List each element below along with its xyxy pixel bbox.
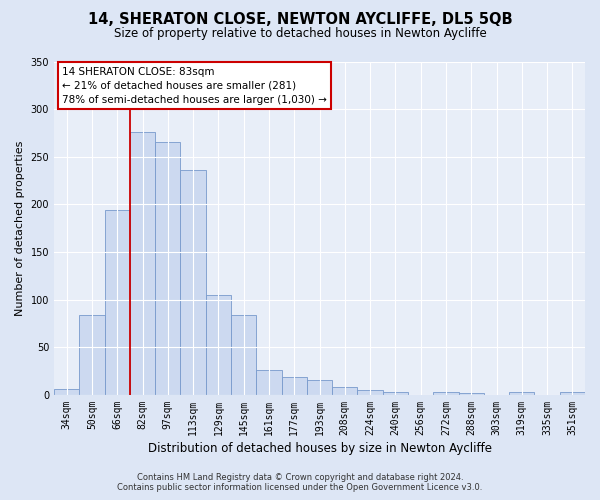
Bar xyxy=(307,380,332,395)
Bar xyxy=(206,295,231,395)
Text: 14, SHERATON CLOSE, NEWTON AYCLIFFE, DL5 5QB: 14, SHERATON CLOSE, NEWTON AYCLIFFE, DL5… xyxy=(88,12,512,28)
Bar xyxy=(433,392,458,395)
Y-axis label: Number of detached properties: Number of detached properties xyxy=(15,140,25,316)
Bar xyxy=(256,370,281,395)
Bar xyxy=(54,389,79,395)
X-axis label: Distribution of detached houses by size in Newton Aycliffe: Distribution of detached houses by size … xyxy=(148,442,491,455)
Bar xyxy=(281,377,307,395)
Bar xyxy=(509,392,535,395)
Bar xyxy=(130,132,155,395)
Bar xyxy=(155,142,181,395)
Text: Size of property relative to detached houses in Newton Aycliffe: Size of property relative to detached ho… xyxy=(113,28,487,40)
Bar xyxy=(458,393,484,395)
Text: Contains HM Land Registry data © Crown copyright and database right 2024.
Contai: Contains HM Land Registry data © Crown c… xyxy=(118,473,482,492)
Bar xyxy=(332,388,358,395)
Bar xyxy=(560,392,585,395)
Bar xyxy=(181,170,206,395)
Bar xyxy=(383,392,408,395)
Text: 14 SHERATON CLOSE: 83sqm
← 21% of detached houses are smaller (281)
78% of semi-: 14 SHERATON CLOSE: 83sqm ← 21% of detach… xyxy=(62,66,327,104)
Bar xyxy=(231,315,256,395)
Bar xyxy=(358,390,383,395)
Bar xyxy=(79,315,104,395)
Bar xyxy=(104,210,130,395)
